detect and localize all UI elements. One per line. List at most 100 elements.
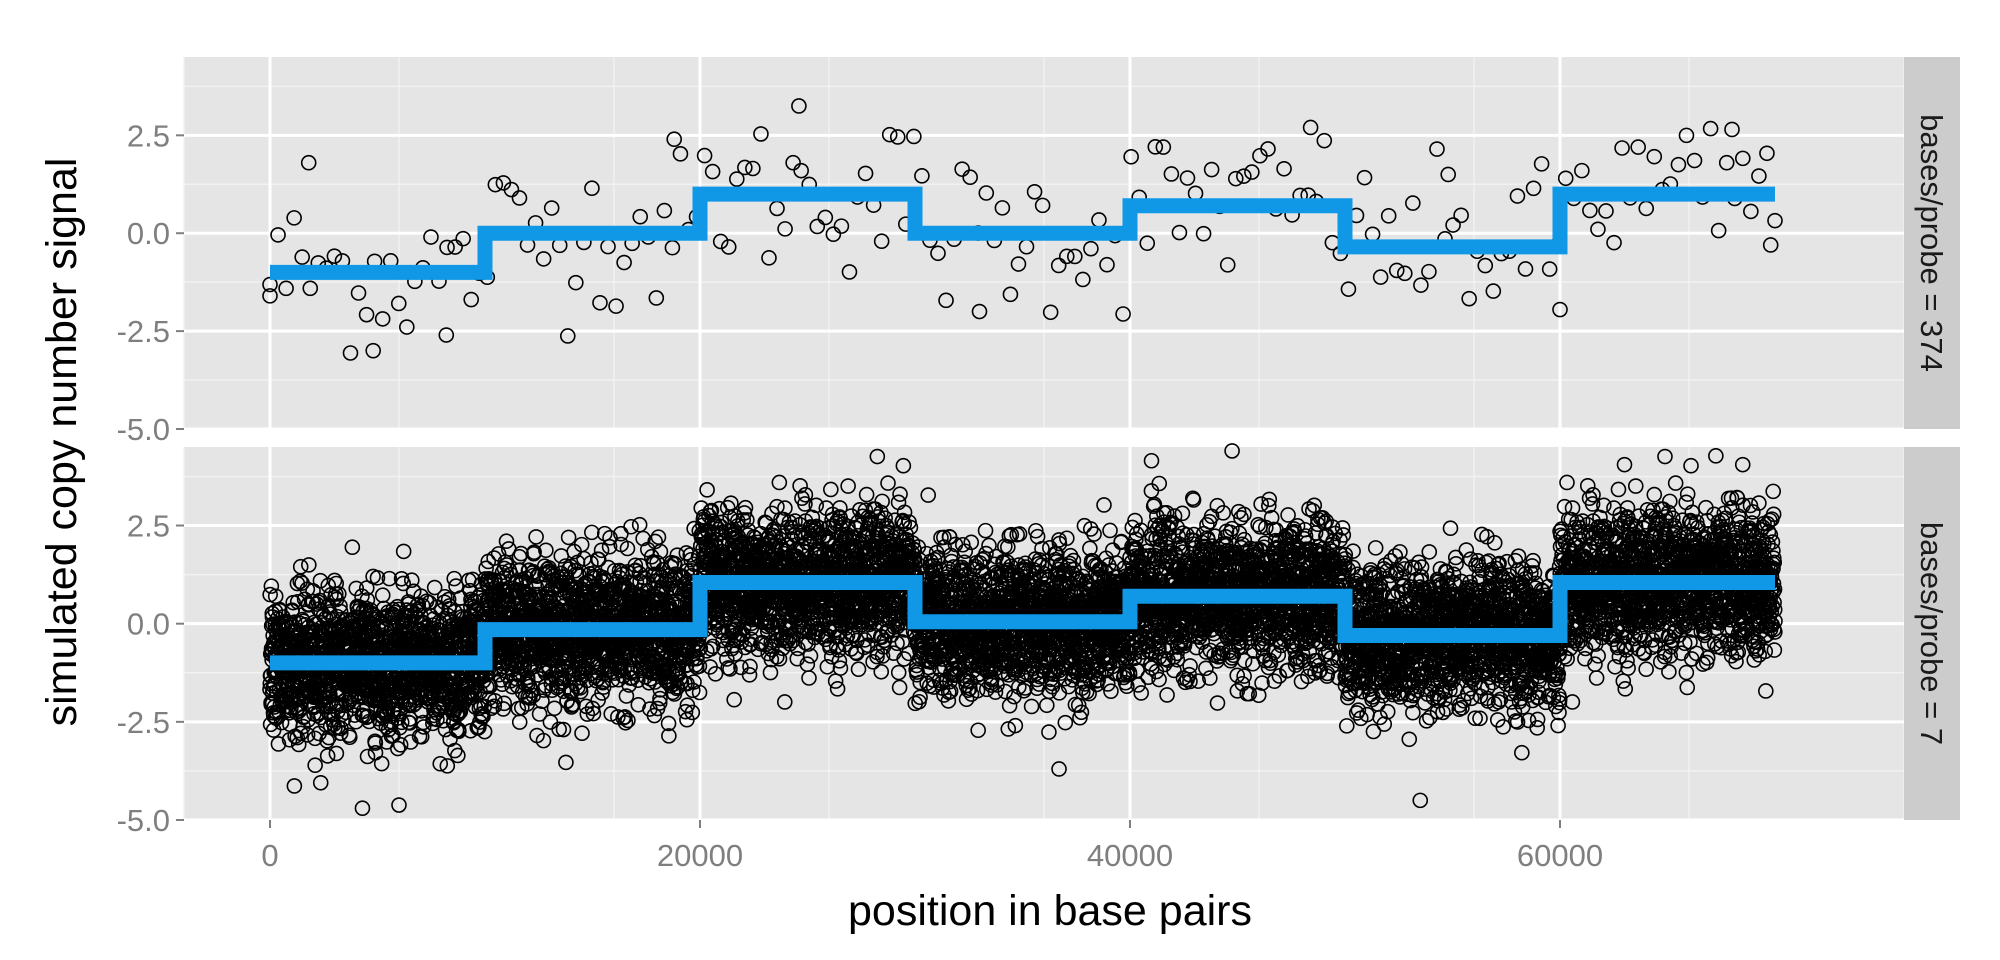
scatter-point (310, 594, 327, 610)
scatter-point (1445, 217, 1461, 233)
scatter-point (305, 593, 321, 610)
scatter-point (881, 126, 898, 143)
scatter-point (526, 544, 542, 560)
scatter-point (1171, 224, 1188, 241)
scatter-point (1139, 235, 1156, 252)
scatter-point (1179, 170, 1196, 186)
scatter-point (393, 714, 410, 731)
scatter-point (476, 723, 493, 740)
scatter-point (262, 288, 278, 304)
scatter-point (1058, 248, 1075, 265)
scatter-point (841, 264, 858, 280)
scatter-point (441, 598, 458, 614)
scatter-point (1574, 162, 1590, 179)
scatter-point (361, 713, 377, 730)
scatter-point (374, 311, 391, 327)
scatter-point (447, 239, 463, 255)
scatter-point (1155, 139, 1172, 155)
scatter-point (1302, 119, 1319, 136)
scatter-point (857, 165, 874, 182)
scatter-point (346, 707, 363, 723)
scatter-point (1552, 301, 1568, 318)
scatter-point (1525, 180, 1542, 197)
scatter-point (704, 163, 721, 180)
scatter-point (534, 693, 550, 710)
scatter-point (1203, 161, 1220, 178)
segment-mean-line (270, 186, 1775, 280)
scatter-point (1050, 257, 1067, 274)
scatter-point (791, 98, 807, 114)
scatter-point (341, 729, 358, 746)
scatter-point (521, 690, 538, 706)
scatter-point (1405, 195, 1421, 211)
scatter-point (616, 254, 632, 271)
scatter-point (753, 126, 769, 142)
scatter-point (426, 579, 443, 596)
scatter-point (1440, 166, 1456, 183)
scatter-point (1517, 261, 1534, 277)
scatter-point (455, 230, 471, 247)
scatter-point (1075, 271, 1091, 288)
scatter-point (300, 154, 317, 171)
scatter-point (399, 319, 415, 335)
scatter-point (432, 755, 449, 772)
scatter-point (1541, 261, 1558, 277)
scatter-point (535, 732, 552, 749)
scatter-point (1396, 265, 1413, 282)
scatter-point (487, 693, 503, 709)
scatter-point (1598, 203, 1614, 219)
scatter-point (358, 306, 375, 323)
scatter-point (1195, 225, 1212, 242)
scatter-point (367, 735, 384, 751)
scatter-point (438, 327, 455, 343)
scatter-point (1762, 237, 1779, 253)
scatter-point (293, 725, 309, 742)
scatter-point (584, 180, 600, 197)
scatter-point (1678, 127, 1695, 144)
scatter-point (390, 295, 407, 312)
scatter-point (358, 709, 375, 726)
scatter-point (1276, 160, 1292, 177)
scatter-point (273, 714, 290, 731)
scatter-point (1227, 170, 1244, 187)
scatter-point (1614, 140, 1630, 156)
scatter-point (648, 290, 665, 306)
scatter-point (825, 226, 842, 243)
scatter-point (381, 570, 398, 587)
scatter-point (1316, 132, 1333, 149)
scatter-point (538, 542, 554, 559)
scatter-point (543, 200, 560, 216)
scatter-point (971, 303, 988, 320)
scatter-point (463, 291, 480, 308)
scatter-point (487, 176, 504, 193)
scatter-point (1724, 121, 1740, 138)
scatter-point (737, 159, 753, 176)
scatter-point (938, 292, 954, 309)
scatter-point (486, 550, 502, 566)
scatter-point (330, 586, 347, 602)
scatter-point (450, 747, 466, 764)
scatter-point (1380, 208, 1397, 224)
scatter-point (359, 748, 376, 765)
scatter-point (392, 737, 409, 753)
scatter-point (332, 725, 349, 741)
scatter-point (745, 160, 761, 177)
scatter-point (278, 280, 294, 297)
scatter-point (369, 570, 386, 586)
scatter-point (1670, 156, 1687, 173)
scatter-point (1702, 120, 1719, 137)
scatter-point (608, 298, 624, 314)
scatter-point (1767, 212, 1783, 229)
scatter-point (263, 578, 280, 594)
scatter-point (1509, 188, 1526, 204)
scatter-point (475, 708, 491, 725)
scatter-point (1083, 240, 1099, 257)
scatter-point (415, 719, 432, 735)
scatter-point (1533, 156, 1550, 172)
scatter-point (439, 239, 455, 256)
scatter-point (435, 712, 452, 729)
scatter-point (1477, 257, 1494, 274)
scatter-point (299, 727, 316, 743)
facet-strip (1904, 57, 1960, 429)
scatter-point (1340, 281, 1357, 297)
